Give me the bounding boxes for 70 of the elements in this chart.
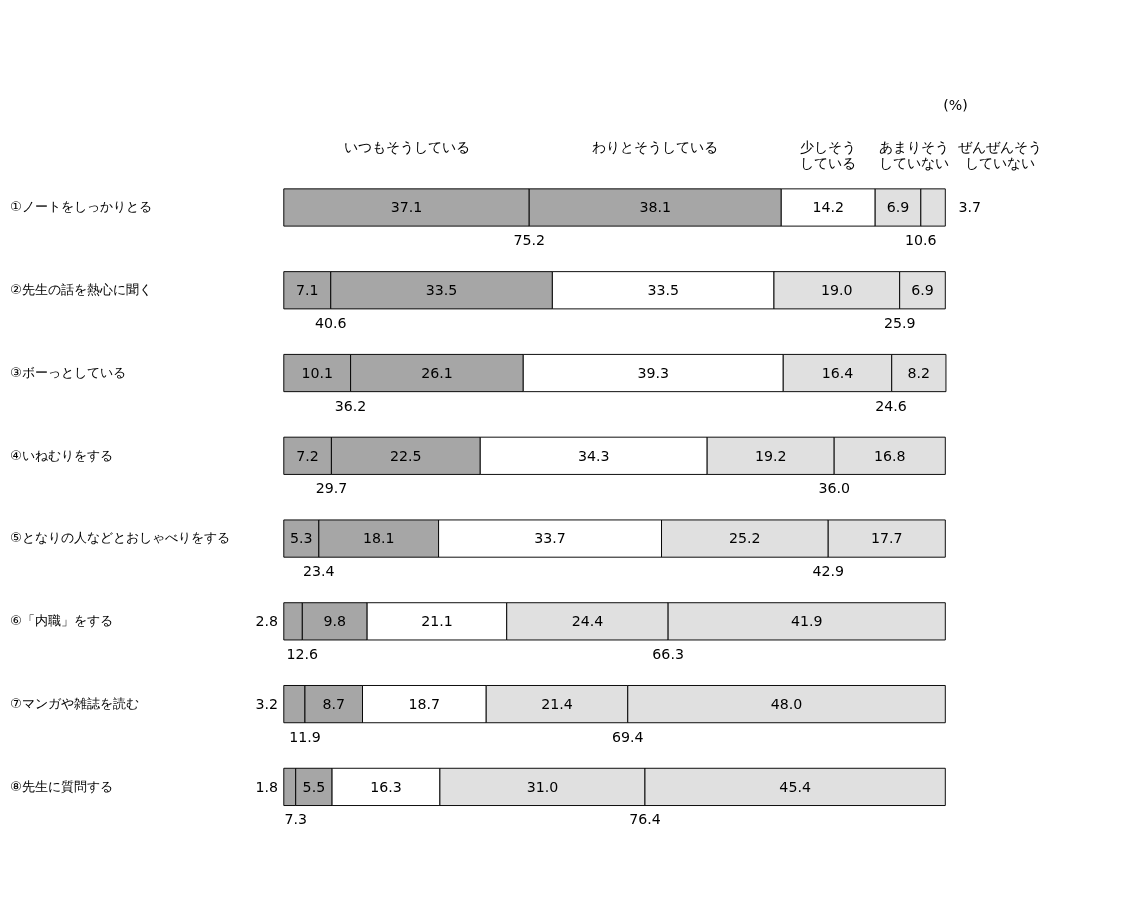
series-label: 少しそうしている bbox=[800, 138, 857, 171]
y-tick-label: ③ボーっとしている bbox=[9, 364, 126, 380]
data-label: 26.1 bbox=[421, 364, 453, 381]
y-tick-label: ②先生の話を熱心に聞く bbox=[9, 282, 152, 298]
data-label: 14.2 bbox=[812, 199, 844, 216]
series-label: ぜんぜんそうしていない bbox=[958, 138, 1043, 171]
annotation: 76.4 bbox=[629, 811, 661, 828]
annotation: 10.6 bbox=[905, 232, 937, 249]
data-label: 6.9 bbox=[911, 281, 934, 298]
y-tick-label: ⑧先生に質問する bbox=[9, 778, 113, 794]
y-tick-label: ⑥「内職」をする bbox=[9, 613, 113, 629]
data-label: 25.2 bbox=[729, 530, 761, 547]
data-label: 7.2 bbox=[296, 447, 319, 464]
text: (%) bbox=[943, 97, 968, 114]
data-label: 16.3 bbox=[370, 778, 402, 795]
data-label: 41.9 bbox=[790, 613, 823, 630]
data-label: 18.7 bbox=[408, 695, 441, 712]
data-label: 6.9 bbox=[886, 199, 910, 216]
annotation: 42.9 bbox=[812, 563, 844, 580]
data-label: 5.3 bbox=[290, 530, 313, 547]
annotation: 24.6 bbox=[875, 397, 907, 414]
data-label: 3.7 bbox=[958, 199, 982, 216]
data-label: 3.2 bbox=[255, 695, 279, 712]
annotation: 7.3 bbox=[284, 811, 307, 828]
data-label: 8.2 bbox=[907, 364, 931, 381]
data-label: 21.4 bbox=[541, 695, 573, 712]
data-label: 17.7 bbox=[870, 530, 903, 547]
data-label: 34.3 bbox=[577, 447, 610, 464]
data-label: 37.1 bbox=[390, 199, 423, 216]
data-label: 5.5 bbox=[302, 778, 326, 795]
data-label: 33.5 bbox=[425, 281, 458, 298]
series-label: あまりそうしていない bbox=[879, 138, 950, 171]
data-label: 8.7 bbox=[322, 695, 346, 712]
data-label: 48.0 bbox=[770, 695, 803, 712]
data-label: 16.8 bbox=[873, 447, 906, 464]
data-label: 33.7 bbox=[534, 530, 566, 547]
data-label: 1.8 bbox=[255, 778, 279, 795]
data-label: 38.1 bbox=[639, 199, 672, 216]
annotation: 40.6 bbox=[314, 314, 347, 331]
annotation: 12.6 bbox=[286, 645, 319, 662]
y-tick-label: ①ノートをしっかりとる bbox=[9, 199, 152, 215]
data-label: 45.4 bbox=[779, 778, 811, 795]
y-tick-label: ④いねむりをする bbox=[9, 447, 113, 463]
data-label: 9.8 bbox=[323, 613, 346, 630]
data-label: 39.3 bbox=[637, 364, 670, 381]
data-label: 24.4 bbox=[571, 613, 604, 630]
annotation: 36.2 bbox=[334, 397, 367, 414]
annotation: 25.9 bbox=[883, 314, 916, 331]
data-label: 21.1 bbox=[421, 613, 453, 630]
annotation: 75.2 bbox=[513, 232, 545, 249]
data-label: 18.1 bbox=[362, 530, 395, 547]
annotation: 69.4 bbox=[612, 728, 644, 745]
data-label: 31.0 bbox=[526, 778, 559, 795]
text: いつもそうしている bbox=[343, 138, 470, 155]
data-label: 19.2 bbox=[754, 447, 787, 464]
data-label: 10.1 bbox=[301, 364, 333, 381]
annotation: 11.9 bbox=[289, 728, 321, 745]
data-label: 7.1 bbox=[296, 281, 319, 298]
y-tick-label: ⑤となりの人などとおしゃべりをする bbox=[9, 530, 230, 546]
data-label: 22.5 bbox=[390, 447, 422, 464]
annotation: 36.0 bbox=[818, 480, 850, 497]
data-label: 19.0 bbox=[821, 281, 853, 298]
annotation: 23.4 bbox=[303, 563, 335, 580]
annotation: 29.7 bbox=[315, 480, 348, 497]
data-label: 33.5 bbox=[647, 281, 679, 298]
data-label: 2.8 bbox=[255, 613, 279, 630]
annotation: 66.3 bbox=[652, 645, 684, 662]
text: わりとそうしている bbox=[592, 138, 719, 155]
y-tick-label: ⑦マンガや雑誌を読む bbox=[9, 695, 139, 711]
data-label: 16.4 bbox=[821, 364, 854, 381]
